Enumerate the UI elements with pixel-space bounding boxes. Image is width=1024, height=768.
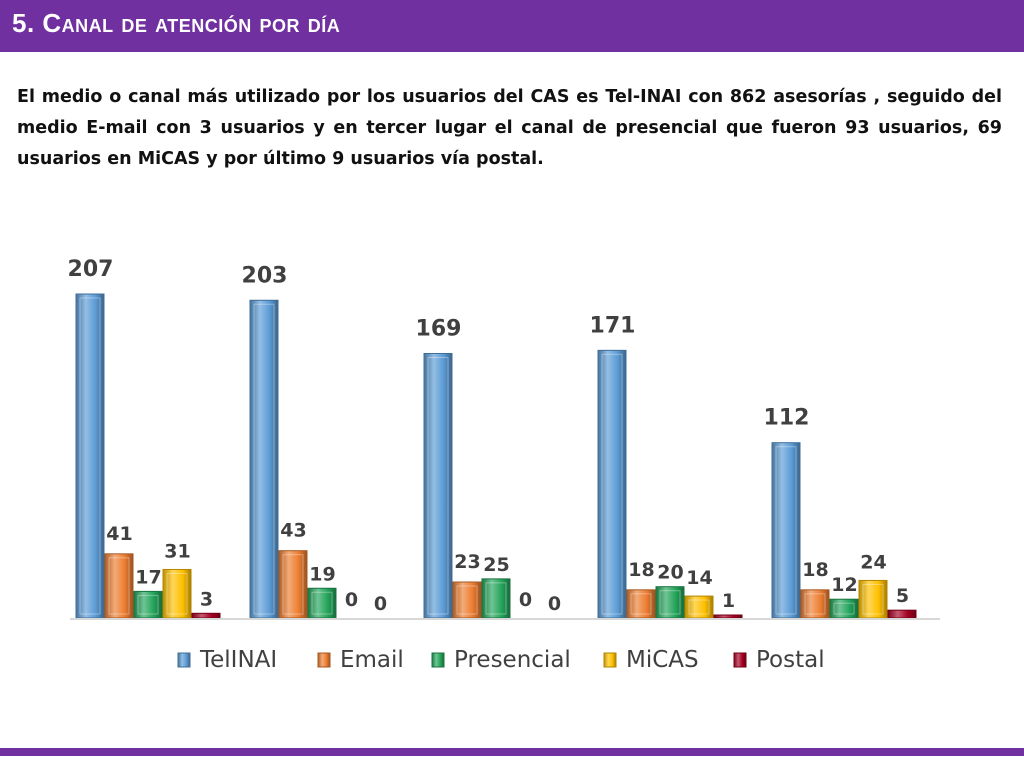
bar-email-3: [452, 581, 482, 619]
legend-label: Presencial: [454, 647, 571, 673]
data-label-postal-5: 5: [896, 585, 909, 607]
bar-email-5: [800, 589, 830, 619]
data-label-postal-2: 0: [374, 593, 387, 615]
legend: TelINAI Email Presencial MiCAS Postal: [177, 647, 825, 673]
bars-layer: [70, 293, 940, 620]
data-label-presencial-2: 19: [309, 563, 335, 585]
data-label-telinai-5: 112: [764, 406, 810, 431]
bar-postal-4: [713, 614, 743, 619]
bar-bevel: [485, 582, 507, 615]
title-bar: [0, 0, 1024, 52]
data-label-postal-1: 3: [200, 588, 213, 610]
bar-postal-5: [887, 609, 917, 619]
bar-bevel: [166, 572, 188, 615]
bar-bevel: [282, 554, 304, 615]
legend-item-email: Email: [317, 647, 404, 673]
data-label-postal-4: 1: [722, 590, 735, 612]
legend-swatch: [733, 652, 747, 668]
data-label-telinai-2: 203: [242, 263, 288, 288]
legend-item-telinai: TelINAI: [177, 647, 277, 673]
bar-bevel: [833, 602, 855, 615]
legend-item-micas: MiCAS: [603, 647, 699, 673]
legend-label: TelINAI: [199, 647, 277, 673]
summary-paragraph: El medio o canal más utilizado por los u…: [17, 87, 1002, 169]
data-label-micas-1: 31: [164, 540, 190, 562]
bar-bevel: [804, 593, 826, 615]
legend-swatch: [603, 652, 617, 668]
legend-label: MiCAS: [626, 647, 699, 673]
bar-telinai-1: [75, 293, 105, 619]
data-label-presencial-5: 12: [831, 574, 857, 596]
bar-micas-5: [858, 579, 888, 619]
bar-bevel: [688, 599, 710, 615]
bar-telinai-5: [771, 442, 801, 619]
bar-bevel: [311, 591, 333, 615]
bar-telinai-3: [423, 352, 453, 619]
bar-presencial-2: [307, 587, 337, 619]
data-label-micas-2: 0: [345, 589, 358, 611]
bar-bevel: [775, 446, 797, 615]
legend-label: Postal: [756, 647, 825, 673]
bar-bevel: [456, 585, 478, 615]
data-label-email-5: 18: [802, 559, 828, 581]
data-label-presencial-4: 20: [657, 562, 683, 584]
bar-presencial-1: [133, 590, 163, 619]
data-label-presencial-1: 17: [135, 566, 161, 588]
legend-label: Email: [340, 647, 404, 673]
legend-item-postal: Postal: [733, 647, 825, 673]
bar-bevel: [253, 303, 275, 615]
legend-swatch: [177, 652, 191, 668]
data-label-telinai-3: 169: [416, 316, 462, 341]
bar-bevel: [137, 594, 159, 615]
data-label-email-4: 18: [628, 559, 654, 581]
data-label-telinai-1: 207: [68, 257, 114, 282]
bar-bevel: [659, 590, 681, 615]
data-label-postal-3: 0: [548, 593, 561, 615]
slide-title: 5. Canal de atención por día: [12, 8, 341, 38]
data-label-email-3: 23: [454, 551, 480, 573]
legend-swatch: [317, 652, 331, 668]
bar-bevel: [862, 583, 884, 615]
legend-item-presencial: Presencial: [431, 647, 571, 673]
bar-bevel: [108, 557, 130, 615]
legend-swatch: [431, 652, 445, 668]
data-label-presencial-3: 25: [483, 554, 509, 576]
bar-email-2: [278, 550, 308, 619]
data-label-email-1: 41: [106, 523, 132, 545]
bar-telinai-2: [249, 299, 279, 619]
bar-telinai-4: [597, 349, 627, 619]
data-label-micas-5: 24: [860, 551, 886, 573]
bar-bevel: [601, 353, 623, 615]
data-label-telinai-4: 171: [590, 313, 636, 338]
data-label-micas-3: 0: [519, 589, 532, 611]
data-label-micas-4: 14: [686, 567, 712, 589]
bar-bevel: [427, 356, 449, 615]
bar-bevel: [630, 593, 652, 615]
bar-bevel: [79, 297, 101, 615]
data-label-email-2: 43: [280, 520, 306, 542]
bar-postal-1: [191, 612, 221, 619]
footer-bar: [0, 748, 1024, 756]
